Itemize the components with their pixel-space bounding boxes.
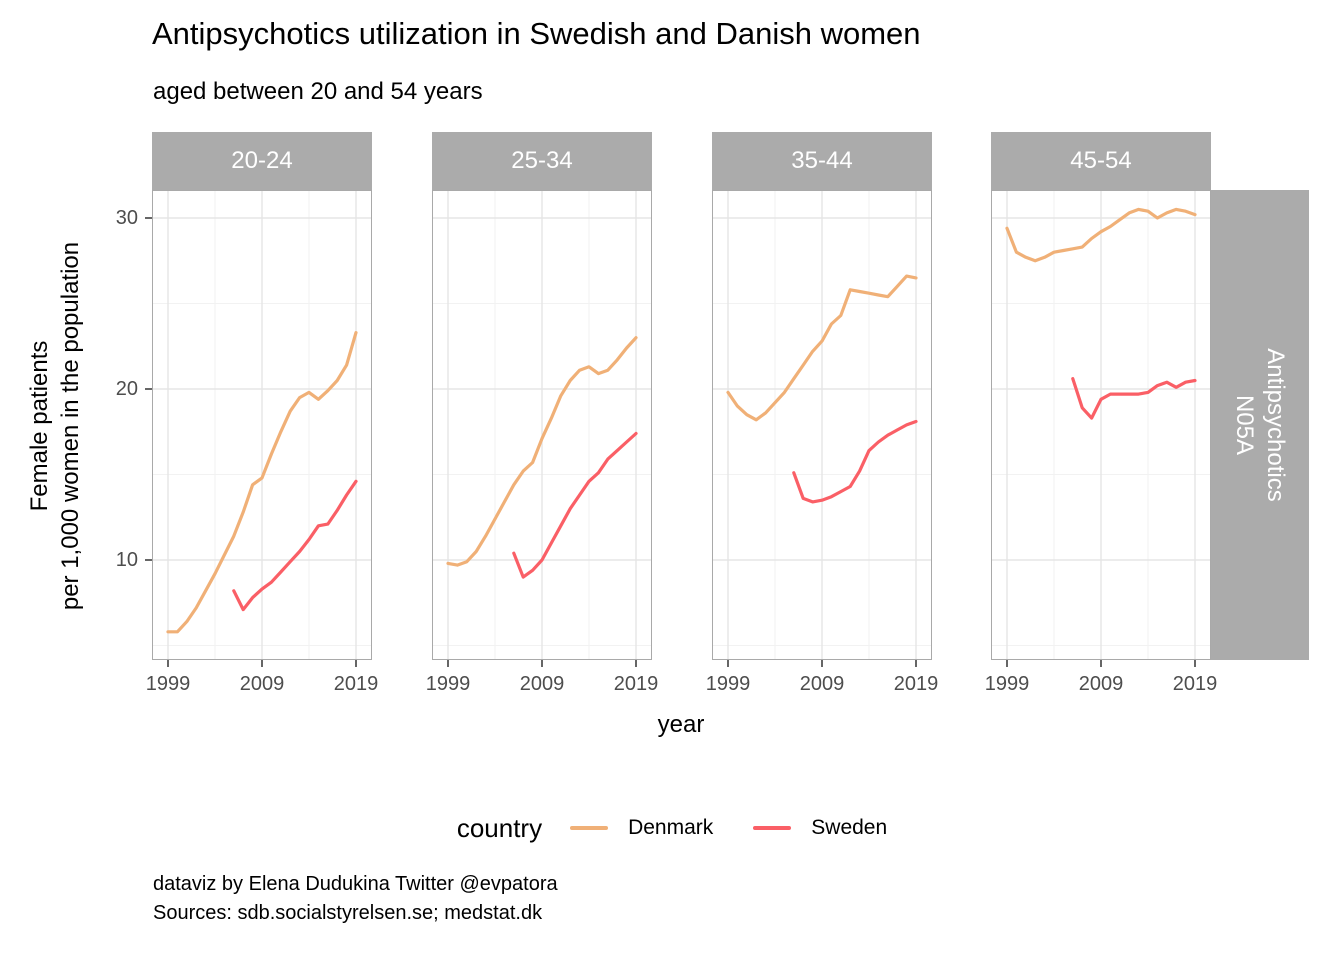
x-tick-label: 2019 — [333, 673, 379, 695]
y-tick-mark — [145, 388, 152, 390]
x-tick-mark — [447, 660, 449, 667]
facet-plot-45-54 — [992, 191, 1210, 659]
legend-title: country — [456, 812, 543, 843]
y-axis-title: Female patients per 1,000 women in the p… — [24, 126, 88, 726]
line-series-denmark — [1005, 207, 1197, 263]
line-series-sweden — [232, 479, 358, 612]
caption-line2: Sources: sdb.socialstyrelsen.se; medstat… — [153, 902, 543, 924]
x-tick-mark — [915, 660, 917, 667]
x-tick-label: 1999 — [705, 673, 751, 695]
caption: dataviz by Elena Dudukina Twitter @evpat… — [153, 870, 558, 928]
line-series-sweden — [1071, 377, 1197, 420]
x-tick-label: 1999 — [145, 673, 191, 695]
facet-strip-right-line2: N05A — [1231, 394, 1258, 456]
facet-panel-25-34 — [432, 190, 652, 660]
x-tick-label: 2009 — [799, 673, 845, 695]
y-tick-label: 10 — [115, 549, 138, 571]
line-series-denmark — [166, 331, 358, 634]
y-axis-title-line2: per 1,000 women in the population — [57, 241, 84, 611]
caption-line1: dataviz by Elena Dudukina Twitter @evpat… — [153, 873, 558, 895]
x-tick-label: 2009 — [239, 673, 285, 695]
facet-panel-35-44 — [712, 190, 932, 660]
facet-strip-label: 20-24 — [231, 147, 293, 174]
facet-plot-20-24 — [153, 191, 371, 659]
x-tick-mark — [727, 660, 729, 667]
x-tick-mark — [167, 660, 169, 667]
legend-swatch-sweden — [753, 826, 792, 830]
line-series-denmark — [726, 274, 918, 422]
x-tick-label: 1999 — [984, 673, 1030, 695]
y-tick-label: 30 — [115, 207, 138, 229]
facet-plot-35-44 — [713, 191, 931, 659]
facet-strip-right: Antipsychotics N05A — [1211, 190, 1309, 660]
y-tick-mark — [145, 559, 152, 561]
facet-strip-20-24: 20-24 — [152, 132, 372, 190]
facet-plot-25-34 — [433, 191, 651, 659]
x-tick-mark — [355, 660, 357, 667]
legend-label-sweden: Sweden — [811, 816, 888, 839]
x-tick-mark — [541, 660, 543, 667]
x-tick-label: 2019 — [1172, 673, 1218, 695]
facet-panel-20-24 — [152, 190, 372, 660]
y-tick-mark — [145, 217, 152, 219]
chart-subtitle: aged between 20 and 54 years — [153, 78, 483, 105]
line-series-denmark — [446, 336, 638, 567]
x-tick-label: 2009 — [1078, 673, 1124, 695]
facet-strip-label: 45-54 — [1070, 147, 1132, 174]
facet-strip-right-line1: Antipsychotics — [1262, 348, 1289, 502]
facet-strip-45-54: 45-54 — [991, 132, 1211, 190]
facet-panel-45-54 — [991, 190, 1211, 660]
x-axis-title: year — [657, 711, 705, 738]
x-tick-label: 2019 — [893, 673, 939, 695]
facet-strip-35-44: 35-44 — [712, 132, 932, 190]
legend: country Denmark Sweden — [0, 800, 1344, 856]
line-series-sweden — [512, 431, 638, 579]
x-tick-label: 2009 — [519, 673, 565, 695]
legend-swatch-denmark — [570, 826, 609, 830]
x-tick-mark — [1100, 660, 1102, 667]
facet-strip-label: 25-34 — [511, 147, 573, 174]
facet-strip-right-label: Antipsychotics N05A — [1229, 190, 1291, 660]
chart-title: Antipsychotics utilization in Swedish an… — [152, 16, 921, 51]
facet-strip-25-34: 25-34 — [432, 132, 652, 190]
x-tick-mark — [1194, 660, 1196, 667]
facet-strip-label: 35-44 — [791, 147, 853, 174]
x-tick-mark — [261, 660, 263, 667]
x-tick-mark — [635, 660, 637, 667]
line-series-sweden — [792, 419, 918, 504]
legend-label-denmark: Denmark — [628, 816, 714, 839]
x-tick-mark — [821, 660, 823, 667]
y-tick-label: 20 — [115, 378, 138, 400]
y-axis-title-line1: Female patients — [26, 340, 53, 512]
x-tick-mark — [1006, 660, 1008, 667]
x-tick-label: 1999 — [425, 673, 471, 695]
x-tick-label: 2019 — [613, 673, 659, 695]
